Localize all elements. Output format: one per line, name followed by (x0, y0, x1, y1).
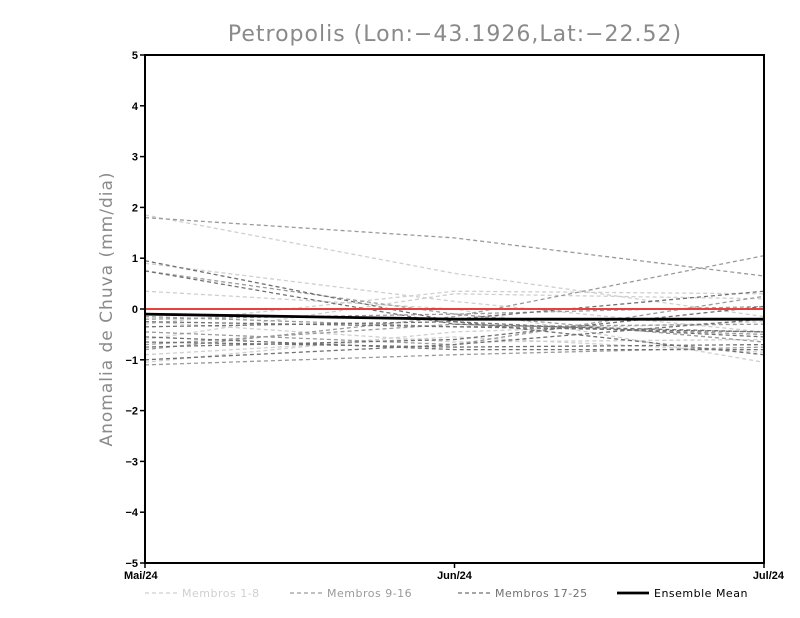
member-line-20 (144, 321, 765, 338)
chart-title: Petropolis (Lon:−43.1926,Lat:−22.52) (228, 22, 682, 47)
member-line-18 (144, 270, 765, 333)
member-line-10 (144, 270, 765, 343)
member-line-23 (144, 305, 765, 348)
member-line-9 (144, 216, 765, 277)
x-tick-label: Mai/24 (124, 570, 159, 582)
y-tick-label: −3 (125, 456, 138, 468)
member-line-24 (144, 321, 765, 333)
y-axis-ticks: 5 4 3 2 1 0 −1 −2 −3 −4 −5 (125, 50, 145, 570)
y-tick-label: 4 (132, 101, 139, 113)
member-line-25 (144, 336, 764, 351)
y-tick-label: −5 (125, 558, 138, 570)
x-tick-label: Jul/24 (753, 570, 785, 582)
member-line-7 (144, 321, 765, 343)
x-tick-label: Jun/24 (437, 570, 473, 582)
legend-label-4: Ensemble Mean (654, 587, 748, 600)
ensemble-mean-line (144, 312, 764, 321)
y-tick-label: 0 (132, 304, 138, 316)
member-line-22 (144, 318, 765, 361)
member-line-21 (144, 341, 765, 348)
member-line-5 (144, 336, 765, 356)
y-tick-label: 1 (132, 253, 138, 265)
legend: Membros 1-8 Membros 9-16 Membros 17-25 Ense… (145, 587, 748, 600)
x-axis-ticks: Mai/24 Jun/24 Jul/24 (124, 563, 785, 582)
member-line-14 (144, 255, 765, 351)
y-tick-label: −4 (125, 507, 138, 519)
series-lines (144, 214, 765, 366)
member-line-15 (144, 346, 765, 366)
y-tick-label: 3 (132, 152, 138, 164)
legend-label-3: Membros 17-25 (495, 587, 588, 600)
plot-frame (144, 54, 765, 564)
member-line-6 (144, 293, 765, 341)
y-tick-label: −2 (125, 406, 138, 418)
member-line-12 (144, 323, 765, 346)
member-line-2 (144, 262, 765, 333)
y-axis-label: Anomalia de Chuva (mm/dia) (97, 171, 117, 446)
y-tick-label: 2 (132, 202, 138, 214)
legend-label-1: Membros 1-8 (182, 587, 260, 600)
member-line-8 (144, 321, 765, 363)
y-tick-label: 5 (132, 50, 138, 62)
legend-label-2: Membros 9-16 (327, 587, 412, 600)
y-tick-label: −1 (125, 355, 138, 367)
ensemble-mean (144, 312, 764, 321)
member-line-4 (144, 290, 765, 325)
member-line-11 (144, 305, 765, 320)
